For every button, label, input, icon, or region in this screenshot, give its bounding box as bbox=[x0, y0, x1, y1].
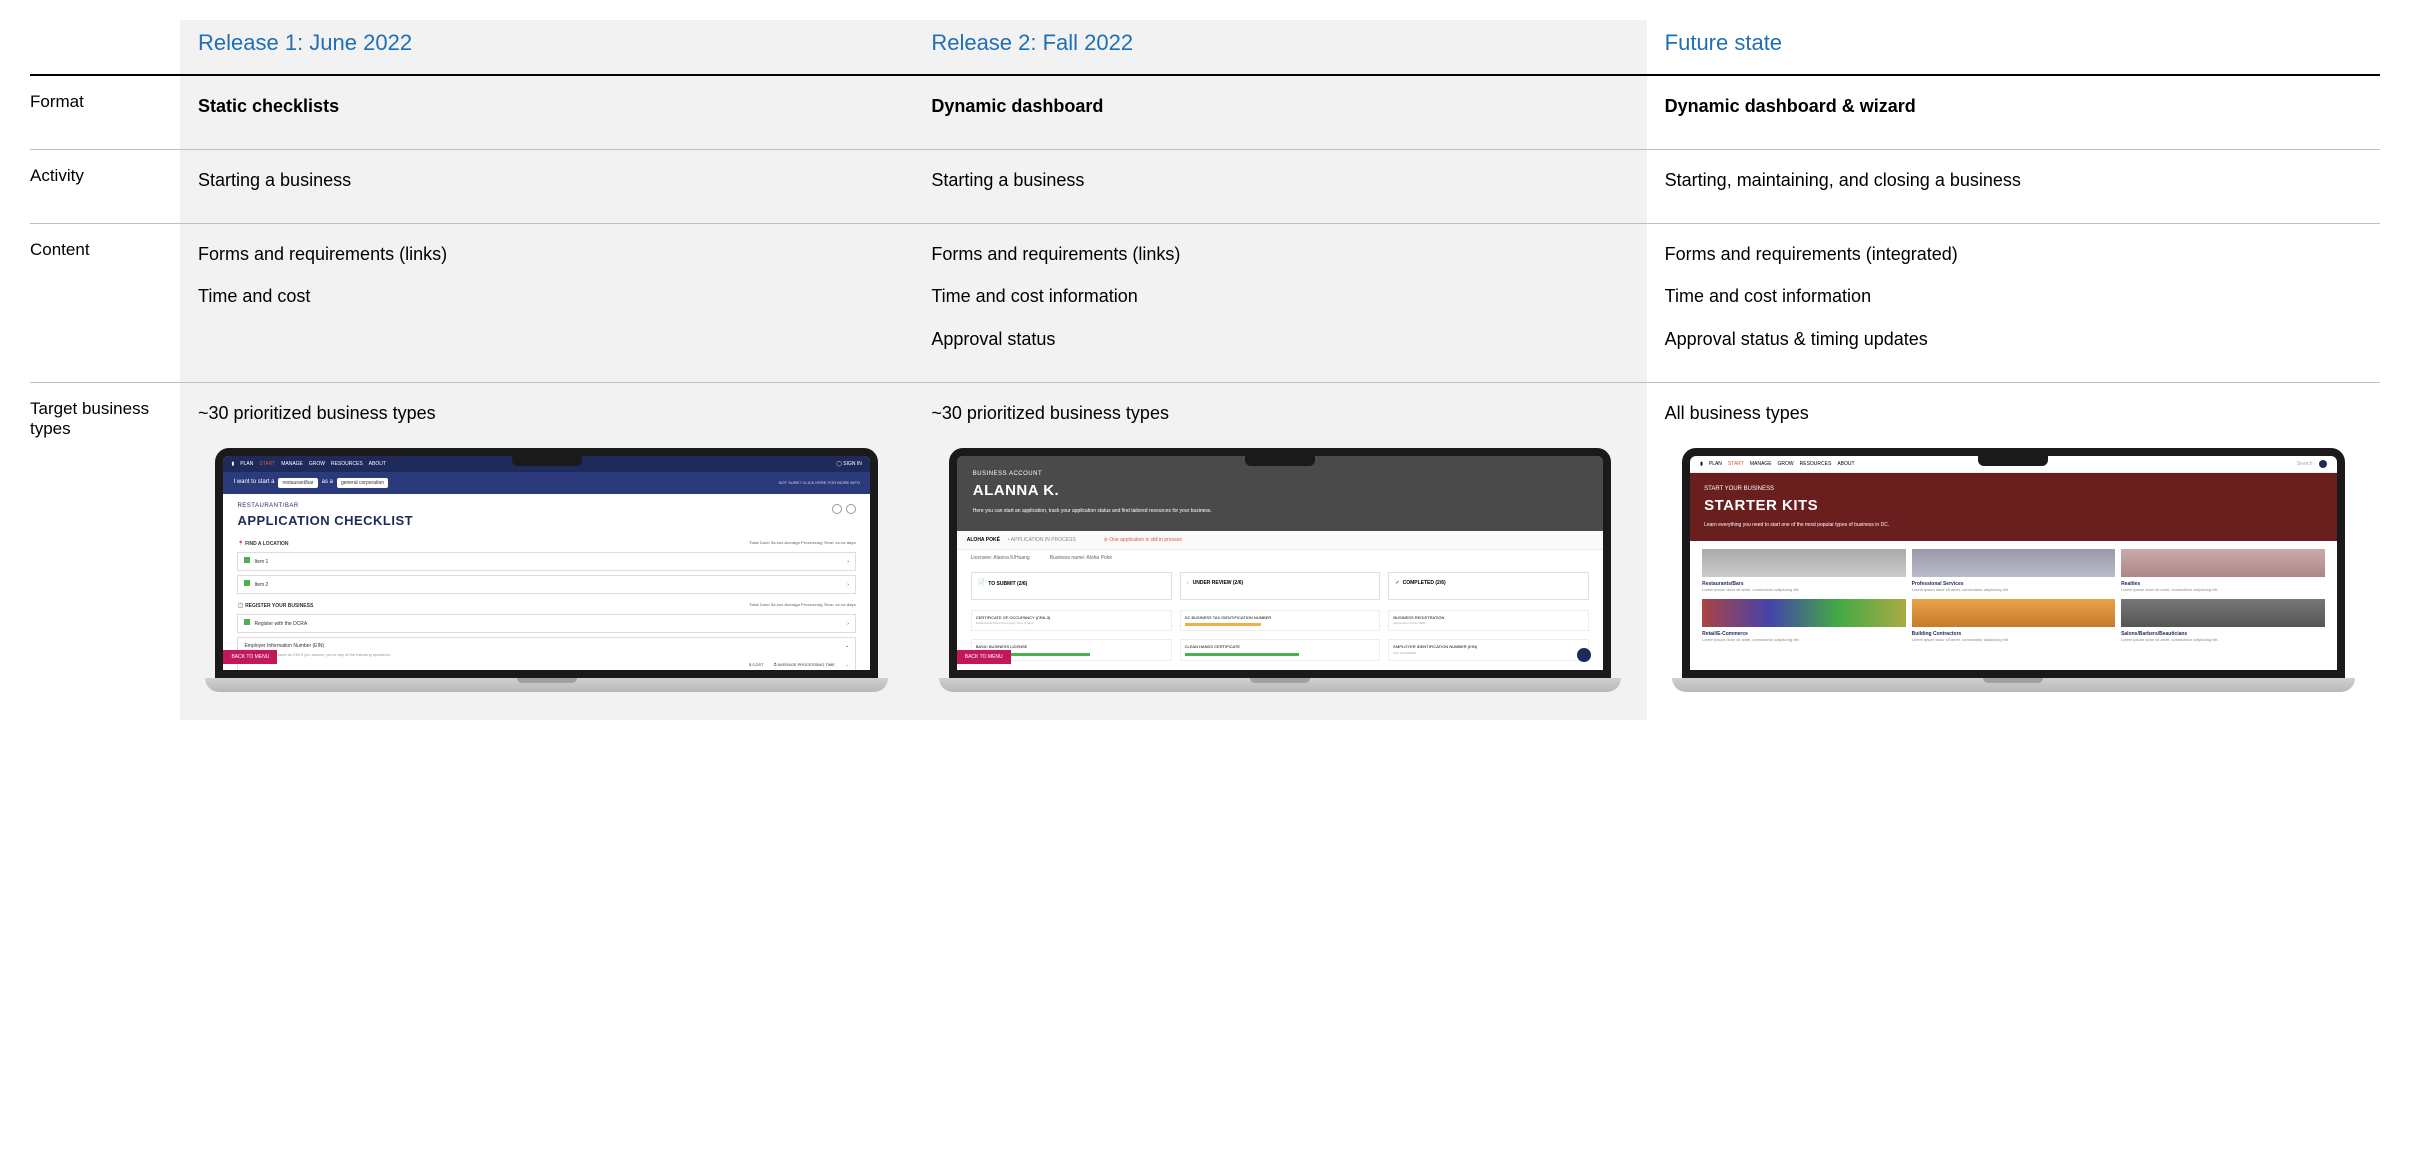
mockup3-tile-grid: Restaurants/BarsLorem ipsum dolor sit am… bbox=[1690, 541, 2336, 651]
row-label-activity: Activity bbox=[30, 150, 180, 224]
cell-format-r2: Dynamic dashboard bbox=[913, 76, 1646, 150]
target-text: All business types bbox=[1665, 399, 2362, 428]
content-line: Forms and requirements (links) bbox=[931, 240, 1628, 269]
content-line: Time and cost bbox=[198, 282, 895, 311]
cell-activity-r2: Starting a business bbox=[913, 150, 1646, 224]
laptop-notch bbox=[1245, 456, 1315, 466]
laptop-notch bbox=[512, 456, 582, 466]
cell-activity-future: Starting, maintaining, and closing a bus… bbox=[1647, 150, 2380, 224]
cell-target-r1: ~30 prioritized business types ▮ PLAN ST… bbox=[180, 383, 913, 720]
content-line: Forms and requirements (links) bbox=[198, 240, 895, 269]
mockup1-selector-bar: I want to start a restaurant/bar as a ge… bbox=[223, 472, 869, 494]
header-empty bbox=[30, 20, 180, 76]
laptop-mockup-dashboard: BUSINESS ACCOUNT ALANNA K. Here you can … bbox=[949, 448, 1611, 692]
header-release2: Release 2: Fall 2022 bbox=[913, 20, 1646, 76]
laptop-notch bbox=[1978, 456, 2048, 466]
row-label-target: Target business types bbox=[30, 383, 180, 720]
content-line: Time and cost information bbox=[1665, 282, 2362, 311]
row-label-format: Format bbox=[30, 76, 180, 150]
content-line: Forms and requirements (integrated) bbox=[1665, 240, 2362, 269]
content-line: Approval status & timing updates bbox=[1665, 325, 2362, 354]
cell-target-r2: ~30 prioritized business types BUSINESS … bbox=[913, 383, 1646, 720]
row-label-content: Content bbox=[30, 224, 180, 383]
mockup3-hero: START YOUR BUSINESS STARTER KITS Learn e… bbox=[1690, 473, 2336, 542]
content-line: Approval status bbox=[931, 325, 1628, 354]
cell-activity-r1: Starting a business bbox=[180, 150, 913, 224]
mockup1-title: APPLICATION CHECKLIST bbox=[237, 511, 855, 532]
header-future: Future state bbox=[1647, 20, 2380, 76]
comparison-table: Release 1: June 2022 Release 2: Fall 202… bbox=[30, 20, 2380, 720]
mockup2-back-button: BACK TO MENU bbox=[957, 650, 1011, 664]
header-release1: Release 1: June 2022 bbox=[180, 20, 913, 76]
cell-format-future: Dynamic dashboard & wizard bbox=[1647, 76, 2380, 150]
cell-format-r1: Static checklists bbox=[180, 76, 913, 150]
target-text: ~30 prioritized business types bbox=[931, 399, 1628, 428]
mockup2-fab bbox=[1577, 648, 1591, 662]
target-text: ~30 prioritized business types bbox=[198, 399, 895, 428]
cell-content-r1: Forms and requirements (links) Time and … bbox=[180, 224, 913, 383]
laptop-mockup-starterkits: ▮ PLAN START MANAGE GROW RESOURCES ABOUT… bbox=[1682, 448, 2344, 692]
cell-content-r2: Forms and requirements (links) Time and … bbox=[913, 224, 1646, 383]
laptop-mockup-checklist: ▮ PLAN START MANAGE GROW RESOURCES ABOUT… bbox=[215, 448, 877, 692]
mockup1-back-button: BACK TO MENU bbox=[223, 650, 277, 664]
cell-target-future: All business types ▮ PLAN START MANAGE G… bbox=[1647, 383, 2380, 720]
cell-content-future: Forms and requirements (integrated) Time… bbox=[1647, 224, 2380, 383]
content-line: Time and cost information bbox=[931, 282, 1628, 311]
mockup2-status-bar: ALOHA POKÉ • APPLICATION IN PROCESS One … bbox=[957, 531, 1603, 550]
mockup1-subtitle: RESTAURANT/BAR bbox=[237, 502, 855, 512]
mockup2-hero: BUSINESS ACCOUNT ALANNA K. Here you can … bbox=[957, 456, 1603, 532]
